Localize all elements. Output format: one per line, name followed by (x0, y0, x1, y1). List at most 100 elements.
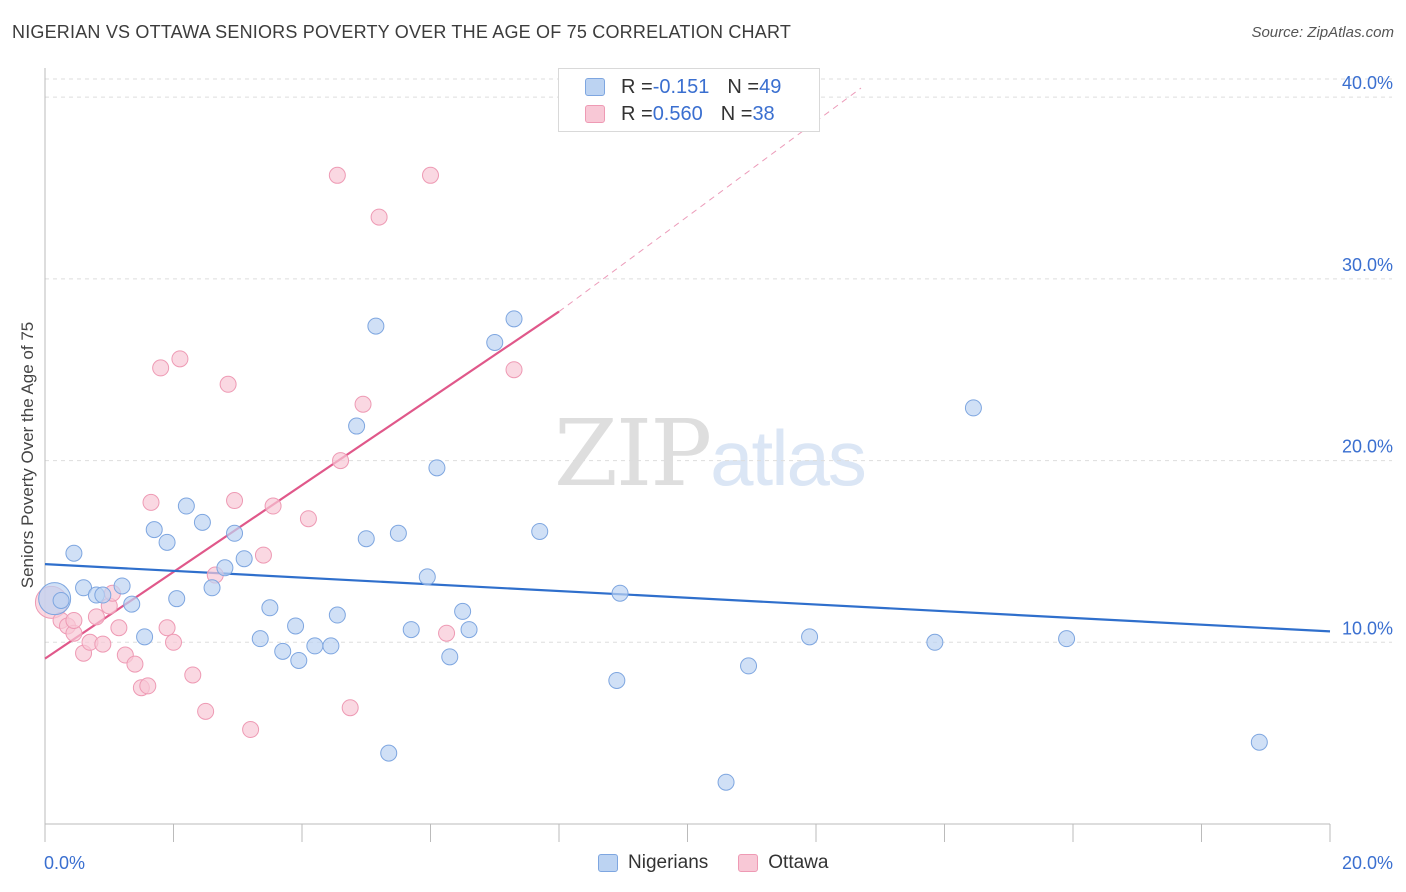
nigerians-point (216, 559, 234, 577)
nigerians-point (454, 602, 472, 620)
nigerians-point (1250, 733, 1268, 751)
nigerians-point (367, 317, 385, 335)
ottawa-point (354, 395, 372, 413)
nigerians-point (505, 310, 523, 328)
y-tick-label: 40.0% (1342, 73, 1393, 93)
ottawa-point (139, 677, 157, 695)
ottawa-point (226, 492, 244, 510)
tick-labels: 10.0% 20.0% 30.0% 40.0% 0.0% 20.0% (44, 73, 1393, 873)
ottawa-point (219, 375, 237, 393)
nigerians-point (226, 524, 244, 542)
nigerians-trend-line (44, 563, 1331, 633)
correlation-legend: R = -0.151 N = 49 R = 0.560 N = 38 (558, 68, 820, 132)
nigerians-point (52, 592, 70, 609)
ottawa-point (438, 624, 456, 642)
nigerians-point (65, 544, 83, 562)
nigerians-point (926, 633, 944, 651)
y-axis-label: Seniors Poverty Over the Age of 75 (18, 321, 37, 589)
ottawa-point (152, 359, 170, 377)
nigerians-point (418, 568, 436, 586)
ottawa-point (126, 655, 144, 673)
ottawa-point (242, 721, 260, 739)
nigerians-point (1058, 630, 1076, 648)
ottawa-point (254, 546, 272, 564)
zipatlas-watermark: ZIPatlas (554, 400, 867, 507)
nigerians-point (261, 599, 279, 617)
x-tick-label: 0.0% (44, 853, 85, 873)
nigerians-point (389, 524, 407, 542)
nigerians-point (486, 333, 504, 351)
legend-label-nigerians: Nigerians (628, 852, 709, 873)
legend-item-nigerians[interactable]: Nigerians (598, 852, 708, 874)
ottawa-point (158, 619, 176, 637)
nigerians-point (168, 590, 186, 608)
source-credit: Source: ZipAtlas.com (1251, 24, 1394, 41)
nigerians-point (441, 648, 459, 666)
ottawa-point (165, 633, 182, 651)
nigerians-point (113, 577, 131, 595)
nigerians-point (428, 459, 446, 477)
ottawa-point (142, 493, 160, 511)
nigerians-point (177, 497, 195, 515)
legend-row-nigerians: R = -0.151 N = 49 (585, 75, 781, 99)
nigerians-point (290, 651, 308, 669)
r-label: R = (621, 75, 653, 98)
nigerians-point (158, 533, 176, 551)
nigerians-point (235, 550, 253, 568)
ottawa-point (370, 208, 388, 226)
nigerians-point (75, 579, 93, 597)
nigerians-point (145, 521, 163, 539)
nigerians-swatch (598, 854, 618, 872)
nigerians-point (322, 637, 340, 655)
legend-item-ottawa[interactable]: Ottawa (738, 852, 828, 874)
trend-lines (44, 87, 1331, 660)
axes (44, 68, 1331, 842)
nigerians-point (531, 522, 549, 540)
legend-row-ottawa: R = 0.560 N = 38 (585, 102, 775, 126)
ottawa-point (505, 361, 523, 379)
nigerians-point (306, 637, 324, 655)
x-tick-label: 20.0% (1342, 853, 1393, 873)
y-tick-label: 10.0% (1342, 618, 1393, 638)
nigerians-point (964, 399, 982, 417)
nigerians-point (402, 621, 420, 639)
nigerians-point (251, 630, 269, 648)
nigerians-point (287, 617, 305, 635)
ottawa-point (332, 452, 350, 470)
series-legend: Nigerians Ottawa (598, 852, 858, 874)
nigerians-point (348, 417, 366, 435)
ottawa-point (65, 611, 83, 629)
n-value: 38 (752, 102, 775, 125)
n-label: N = (720, 102, 753, 125)
n-value: 49 (759, 75, 782, 98)
ottawa-swatch (738, 854, 759, 872)
ottawa-point (264, 497, 282, 515)
ottawa-point (328, 166, 346, 184)
nigerians-point (740, 657, 758, 675)
ottawa-trend-line (44, 310, 560, 660)
nigerians-swatch (585, 78, 605, 96)
chart-title: NIGERIAN VS OTTAWA SENIORS POVERTY OVER … (12, 22, 792, 42)
ottawa-swatch (585, 105, 605, 123)
nigerians-point (801, 628, 819, 646)
ottawa-point (299, 510, 317, 528)
nigerians-point (203, 579, 221, 597)
r-label: R = (621, 102, 653, 125)
ottawa-point (87, 608, 105, 626)
ottawa-point (94, 635, 112, 653)
nigerians-point (328, 606, 346, 624)
ottawa-point (171, 350, 189, 368)
r-value: 0.560 (652, 102, 703, 125)
nigerians-point (608, 671, 626, 689)
y-tick-label: 30.0% (1342, 255, 1393, 275)
nigerians-point (357, 530, 375, 548)
y-tick-label: 20.0% (1342, 437, 1393, 457)
ottawa-point (341, 699, 359, 717)
nigerians-point (460, 621, 478, 639)
nigerians-point (611, 584, 629, 602)
n-label: N = (727, 75, 760, 98)
nigerians-point (380, 744, 398, 762)
ottawa-point (110, 619, 128, 637)
ottawa-point (184, 666, 202, 684)
